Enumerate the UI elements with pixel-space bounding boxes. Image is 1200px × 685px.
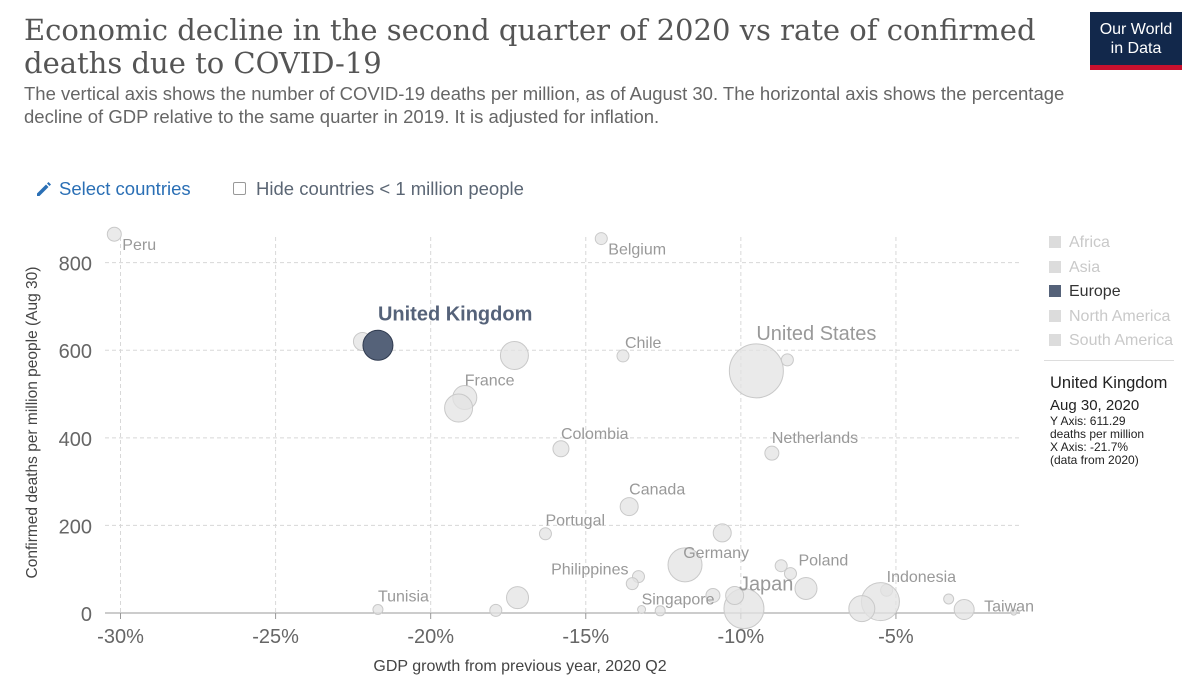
owid-logo[interactable]: Our World in Data <box>1090 12 1182 70</box>
data-point[interactable] <box>783 567 797 581</box>
legend-swatch <box>1049 260 1061 273</box>
logo-line-2: in Data <box>1110 40 1162 57</box>
tooltip-date: Aug 30, 2020 <box>1050 397 1140 414</box>
point-label: Germany <box>683 545 749 562</box>
legend-label: North America <box>1069 307 1171 325</box>
chart-title: Economic decline in the second quarter o… <box>24 13 1036 80</box>
logo-line-1: Our World <box>1099 21 1173 38</box>
legend-label: Asia <box>1069 258 1101 276</box>
point-label: Chile <box>625 335 662 352</box>
y-tick-label: 200 <box>59 516 92 538</box>
point-label: Portugal <box>545 513 605 530</box>
data-point[interactable] <box>619 497 639 517</box>
legend-item-north-america[interactable]: North America <box>1049 308 1189 333</box>
legend-divider <box>1044 360 1174 361</box>
data-point[interactable] <box>489 603 503 617</box>
data-point[interactable] <box>506 586 530 610</box>
point-label: Indonesia <box>887 569 956 586</box>
point-label: Canada <box>629 482 685 499</box>
tooltip-note: (data from 2020) <box>1050 453 1139 467</box>
data-point[interactable] <box>728 343 784 399</box>
select-countries-button[interactable]: Select countries <box>35 178 191 200</box>
data-point[interactable] <box>848 595 876 623</box>
data-point[interactable] <box>725 585 745 605</box>
data-point[interactable] <box>499 340 529 370</box>
y-tick-label: 0 <box>81 604 92 626</box>
x-axis-label: GDP growth from previous year, 2020 Q2 <box>373 658 666 675</box>
logo-accent-bar <box>1090 65 1182 70</box>
point-label: Belgium <box>608 242 666 259</box>
data-point[interactable] <box>372 603 384 615</box>
data-point[interactable] <box>953 598 975 620</box>
point-label: United Kingdom <box>378 303 532 325</box>
x-tick-label: -30% <box>97 626 144 648</box>
data-point[interactable] <box>362 329 394 361</box>
scatter-plot: 0 200 400 600 800 -30% -25% -20% -15% -10% -5% GDP … <box>24 226 1034 675</box>
y-axis-label: Confirmed deaths per million people (Aug… <box>24 267 41 579</box>
point-label: Colombia <box>561 426 629 443</box>
select-countries-label: Select countries <box>59 178 191 199</box>
legend-item-south-america[interactable]: South America <box>1049 332 1189 357</box>
legend-swatch <box>1049 285 1061 298</box>
point-label: Japan <box>739 574 794 596</box>
y-tick-label: 600 <box>59 341 92 363</box>
x-tick-label: -20% <box>407 626 454 648</box>
tooltip-y-unit: deaths per million <box>1050 427 1145 441</box>
data-point[interactable] <box>594 232 608 246</box>
pencil-icon <box>35 178 59 199</box>
legend-item-europe[interactable]: Europe <box>1049 283 1189 308</box>
data-point[interactable] <box>637 604 647 614</box>
hide-small-countries-toggle[interactable]: Hide countries < 1 million people <box>233 178 524 200</box>
point-label: Singapore <box>642 591 715 608</box>
legend-item-africa[interactable]: Africa <box>1049 234 1189 259</box>
data-point[interactable] <box>774 559 788 573</box>
data-point[interactable] <box>538 527 552 541</box>
y-tick-label: 800 <box>59 254 92 276</box>
point-label: Taiwan <box>984 598 1034 615</box>
x-tick-label: -15% <box>562 626 609 648</box>
point-label: France <box>465 373 515 390</box>
point-label: Philippines <box>551 562 628 579</box>
x-tick-label: -10% <box>717 626 764 648</box>
data-point[interactable] <box>943 593 955 605</box>
point-label: Peru <box>122 237 156 254</box>
data-point[interactable] <box>764 445 780 461</box>
tooltip-panel: United Kingdom Aug 30, 2020 Y Axis: 611.… <box>1050 373 1190 467</box>
x-tick-label: -5% <box>878 626 914 648</box>
tooltip-x-value: X Axis: -21.7% <box>1050 440 1129 454</box>
point-label: Tunisia <box>378 588 429 605</box>
chart-subtitle: The vertical axis shows the number of CO… <box>24 83 1065 127</box>
legend-label: South America <box>1069 332 1174 350</box>
data-point[interactable] <box>654 605 666 617</box>
data-point[interactable] <box>616 349 630 363</box>
data-point[interactable] <box>625 577 639 591</box>
hide-small-label: Hide countries < 1 million people <box>256 178 524 199</box>
data-point[interactable] <box>780 353 794 367</box>
data-point[interactable] <box>794 576 818 600</box>
legend-swatch <box>1049 309 1061 322</box>
data-point[interactable] <box>552 440 570 458</box>
point-label: Netherlands <box>772 430 858 447</box>
legend-swatch <box>1049 236 1061 248</box>
legend-swatch <box>1049 334 1061 347</box>
point-label: Poland <box>798 553 848 570</box>
tooltip-country: United Kingdom <box>1050 374 1168 392</box>
continent-legend: Africa Asia Europe North America South Ameri… <box>1049 234 1189 357</box>
legend-label: Africa <box>1069 234 1110 251</box>
data-point[interactable] <box>444 393 474 423</box>
legend-label: Europe <box>1069 283 1121 301</box>
data-point[interactable] <box>106 226 122 242</box>
data-point[interactable] <box>667 547 703 583</box>
x-tick-label: -25% <box>252 626 299 648</box>
legend-item-asia[interactable]: Asia <box>1049 259 1189 284</box>
y-tick-label: 400 <box>59 429 92 451</box>
data-point[interactable] <box>705 587 721 603</box>
point-label: United States <box>756 323 876 345</box>
data-point[interactable] <box>712 523 732 543</box>
data-point[interactable] <box>1010 608 1018 616</box>
tooltip-y-value: Y Axis: 611.29 <box>1050 414 1126 428</box>
hide-small-checkbox[interactable] <box>233 182 246 195</box>
